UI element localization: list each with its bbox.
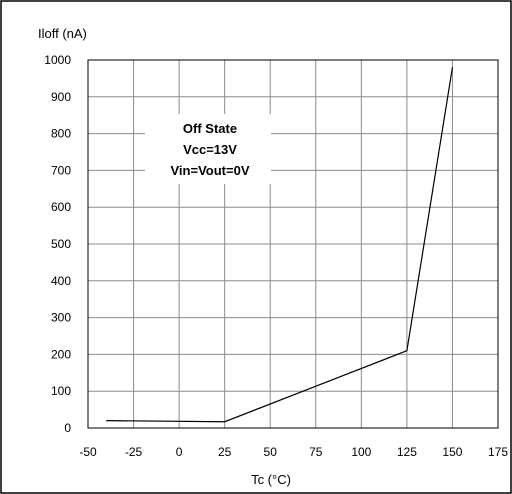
y-tick-label: 700 xyxy=(51,163,71,177)
x-tick-label: 50 xyxy=(264,445,278,459)
x-tick-label: 100 xyxy=(351,445,371,459)
y-tick-label: 900 xyxy=(51,90,71,104)
y-tick-label: 200 xyxy=(51,347,71,361)
annotation-line-2: Vcc=13V xyxy=(183,142,237,157)
x-axis-label: Tc (°C) xyxy=(251,472,291,487)
y-tick-label: 400 xyxy=(51,274,71,288)
x-tick-label: -50 xyxy=(79,445,97,459)
y-tick-label: 500 xyxy=(51,237,71,251)
annotation-line-1: Off State xyxy=(183,121,237,136)
x-tick-label: 150 xyxy=(442,445,462,459)
x-tick-label: 25 xyxy=(218,445,232,459)
x-tick-label: 175 xyxy=(488,445,508,459)
y-tick-label: 0 xyxy=(64,421,71,435)
y-tick-label: 800 xyxy=(51,127,71,141)
y-tick-label: 600 xyxy=(51,200,71,214)
y-tick-label: 300 xyxy=(51,311,71,325)
annotation-box: Off State Vcc=13V Vin=Vout=0V xyxy=(145,114,271,184)
x-tick-label: 125 xyxy=(397,445,417,459)
x-tick-label: -25 xyxy=(125,445,143,459)
x-tick-label: 0 xyxy=(176,445,183,459)
y-tick-label: 1000 xyxy=(44,53,71,67)
annotation-line-3: Vin=Vout=0V xyxy=(171,163,250,178)
y-axis-label: Iloff (nA) xyxy=(38,26,87,41)
y-tick-label: 100 xyxy=(51,384,71,398)
x-tick-label: 75 xyxy=(309,445,323,459)
